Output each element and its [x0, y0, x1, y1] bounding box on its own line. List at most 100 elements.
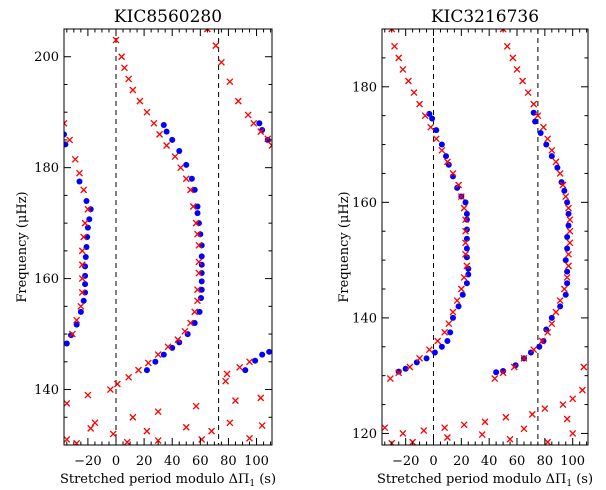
observed-point [562, 291, 569, 298]
observed-point [493, 369, 500, 376]
observed-point [160, 121, 167, 128]
y-axis-label: Frequency (μHz) [337, 191, 352, 302]
model-point [258, 422, 266, 430]
model-point [250, 119, 258, 127]
model-point [443, 158, 451, 166]
x-tick-label: 60 [509, 454, 526, 469]
panel-title: KIC8560280 [114, 7, 222, 27]
model-point [519, 77, 527, 85]
x-axis-label-unit: (s) [255, 472, 276, 487]
model-point [559, 401, 567, 409]
model-point [257, 394, 265, 402]
model-point [566, 227, 574, 235]
observed-point [565, 222, 572, 229]
observed-point [194, 203, 201, 210]
observed-point [540, 338, 547, 344]
observed-point [256, 120, 263, 127]
observed-point [532, 118, 539, 125]
model-point [223, 370, 231, 378]
model-point [195, 269, 203, 277]
observed-point [395, 368, 402, 375]
series-x [64, 29, 272, 445]
observed-point [64, 340, 70, 347]
panel-title: KIC3216736 [431, 7, 539, 27]
observed-point [564, 268, 571, 275]
observed-point [465, 265, 472, 272]
data-marks [64, 29, 272, 445]
x-axis-label-main: Stretched period modulo ΔΠ [60, 472, 249, 487]
model-point [123, 438, 131, 445]
model-point [462, 216, 469, 224]
observed-point [554, 164, 561, 171]
model-point [565, 204, 572, 212]
model-point [569, 395, 577, 403]
observed-point [459, 291, 466, 298]
y-tick-label: 160 [34, 272, 59, 287]
model-point [449, 169, 457, 177]
model-point [195, 258, 203, 266]
model-point [425, 346, 433, 354]
observed-point [266, 348, 272, 355]
model-point [462, 250, 469, 258]
observed-point [198, 286, 205, 293]
model-point [443, 434, 451, 441]
observed-point [564, 199, 571, 206]
observed-point [543, 326, 550, 333]
model-point [226, 419, 234, 427]
x-tick-label: −20 [74, 454, 101, 469]
model-point [427, 123, 435, 131]
model-point [154, 408, 162, 416]
model-point [192, 402, 200, 410]
model-point [395, 369, 403, 377]
observed-point [530, 109, 537, 116]
model-point [578, 386, 586, 394]
model-point [560, 285, 568, 293]
model-point [509, 54, 517, 62]
model-point [156, 130, 164, 138]
model-point [534, 112, 542, 120]
observed-point [463, 254, 470, 261]
model-point [513, 65, 521, 73]
model-point [136, 97, 144, 105]
model-point [548, 320, 556, 328]
model-point [64, 399, 71, 407]
observed-point [76, 178, 83, 185]
observed-point [82, 263, 89, 270]
observed-point [176, 339, 183, 346]
observed-point [449, 314, 456, 321]
model-point [556, 297, 564, 305]
observed-point [163, 128, 170, 135]
model-point [388, 29, 396, 33]
y-tick-label: 120 [352, 427, 377, 442]
observed-point [169, 344, 176, 351]
model-point [80, 233, 88, 241]
model-point [460, 204, 468, 212]
model-point [563, 415, 571, 423]
model-point [268, 142, 272, 149]
model-point [538, 337, 546, 345]
observed-point [82, 253, 89, 260]
model-point [530, 100, 538, 108]
observed-point [500, 368, 507, 375]
model-point [125, 75, 133, 83]
observed-point [462, 199, 469, 206]
model-point [510, 363, 518, 371]
model-point [503, 42, 511, 50]
model-point [565, 262, 572, 270]
x-axis-label: Stretched period modulo ΔΠ1 (s) [60, 472, 276, 489]
model-point [194, 230, 201, 238]
observed-point [64, 131, 67, 138]
model-point [478, 431, 486, 439]
observed-point [191, 186, 198, 193]
model-point [565, 250, 572, 258]
model-point [78, 247, 86, 255]
model-point [246, 358, 253, 366]
observed-point [445, 161, 452, 168]
model-point [520, 354, 528, 362]
observed-point [429, 115, 436, 122]
observed-point [191, 319, 198, 326]
y-tick-label: 200 [34, 50, 59, 65]
model-point [113, 380, 121, 388]
model-point [566, 216, 574, 224]
